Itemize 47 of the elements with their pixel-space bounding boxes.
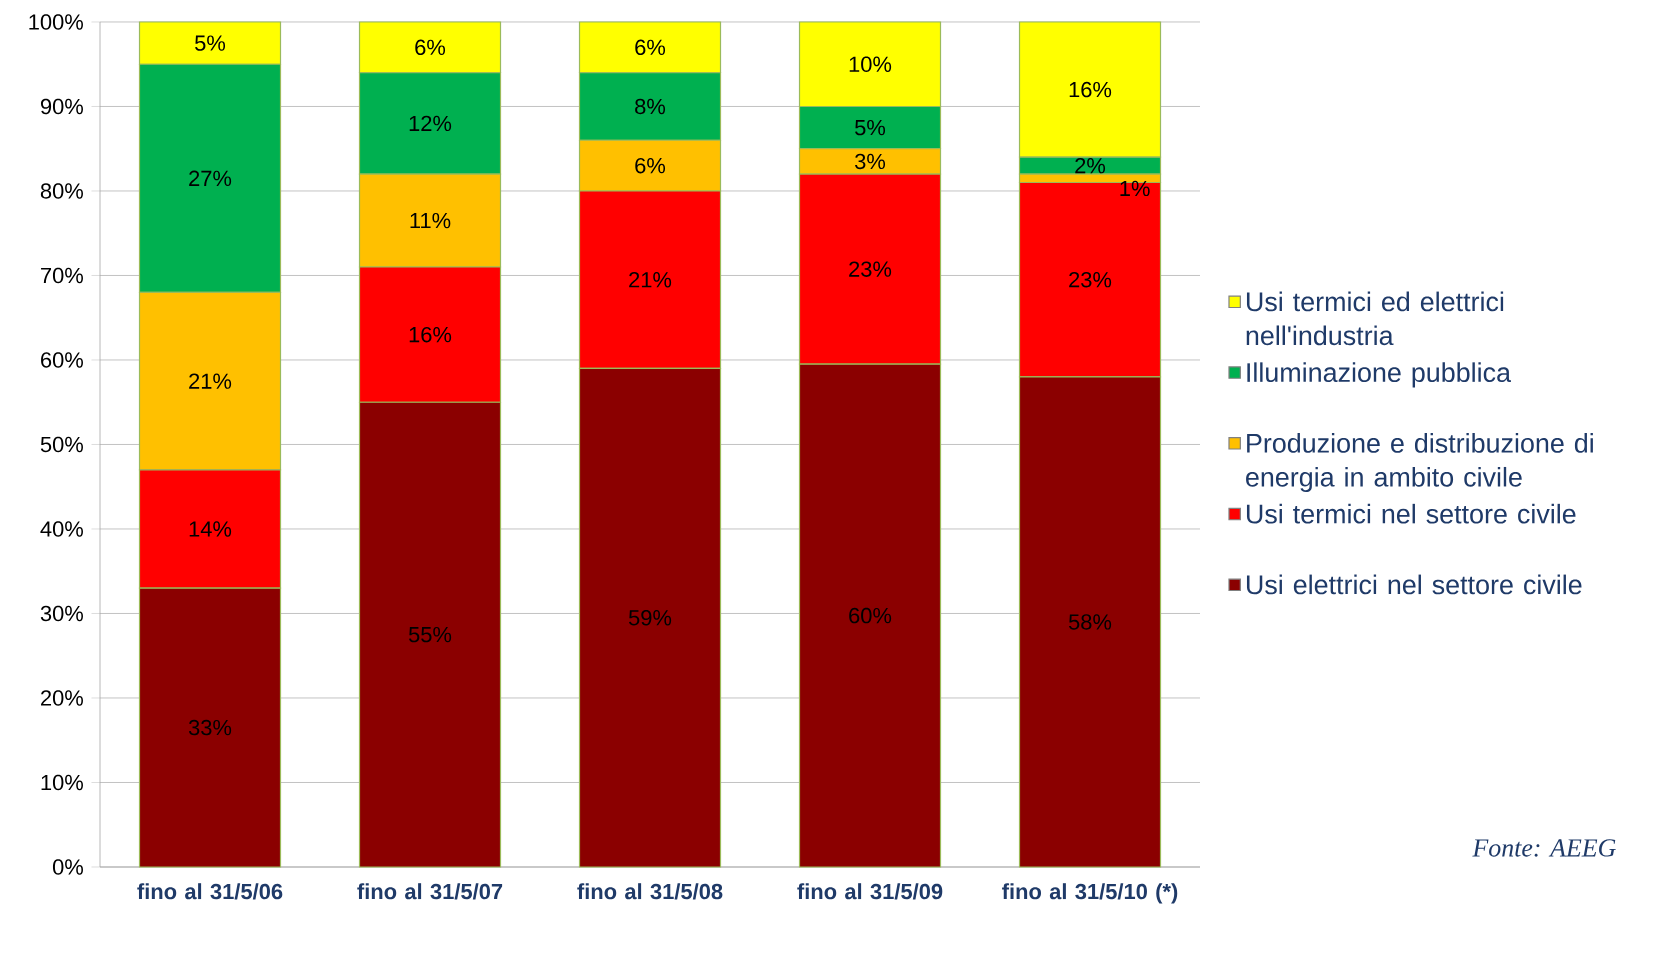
y-tick-label: 10% — [41, 774, 83, 791]
y-tick-label: 50% — [40, 436, 83, 453]
data-label: 23% — [1069, 271, 1112, 288]
data-label: 6% — [635, 157, 666, 174]
data-label: 8% — [635, 98, 666, 115]
y-tick-label: 20% — [41, 690, 83, 706]
x-tick-label: fino al 31/5/07 — [357, 883, 503, 900]
legend-label: Produzione e distribuzione di energia in ambito civile — [1246, 433, 1593, 493]
legend-label: Illuminazione pubblica — [1247, 362, 1512, 388]
data-label: 59% — [628, 609, 672, 626]
data-label: 10% — [849, 56, 892, 72]
y-tick-label: 40% — [40, 521, 83, 537]
data-label: 11% — [410, 212, 451, 229]
data-label: 21% — [629, 272, 672, 288]
data-label: 2% — [1075, 157, 1106, 174]
data-label: 5% — [855, 119, 886, 136]
y-tick-label: 30% — [40, 605, 83, 622]
y-tick-label: 70% — [41, 267, 83, 284]
y-tick-label: 60% — [41, 352, 83, 368]
data-label: 14% — [189, 521, 232, 537]
data-label: 16% — [1069, 81, 1112, 98]
legend-label: Usi elettrici nel settore civile — [1246, 574, 1582, 595]
data-label: 21% — [189, 373, 232, 389]
x-tick-label: fino al 31/5/06 — [137, 883, 283, 900]
data-label: 60% — [849, 607, 892, 624]
legend-label: Usi termici nel settore civile — [1246, 503, 1576, 524]
data-label: 16% — [409, 326, 452, 343]
data-label: 5% — [195, 35, 226, 51]
source-note: Fonte: AEEG — [1472, 839, 1616, 857]
data-label: 6% — [635, 39, 666, 56]
x-tick-label: fino al 31/5/09 — [797, 883, 943, 900]
data-label: 58% — [1068, 614, 1112, 630]
data-label: 55% — [408, 626, 452, 643]
data-label: 12% — [409, 115, 452, 132]
data-label: 6% — [415, 39, 446, 56]
x-tick-label: fino al 31/5/10 (*) — [1002, 883, 1178, 904]
data-label: 27% — [189, 170, 232, 187]
y-tick-label: 80% — [40, 183, 83, 199]
data-label: 33% — [188, 719, 232, 736]
y-tick-label: 100% — [29, 14, 83, 30]
data-label: 23% — [849, 261, 892, 277]
y-tick-label: 90% — [40, 98, 83, 115]
legend-label: Usi termici ed elettrici nell'industria — [1246, 291, 1504, 346]
data-label: 1% — [1120, 180, 1150, 197]
data-label: 3% — [855, 153, 886, 170]
y-tick-label: 0% — [52, 859, 83, 875]
x-tick-label: fino al 31/5/08 — [577, 883, 723, 900]
